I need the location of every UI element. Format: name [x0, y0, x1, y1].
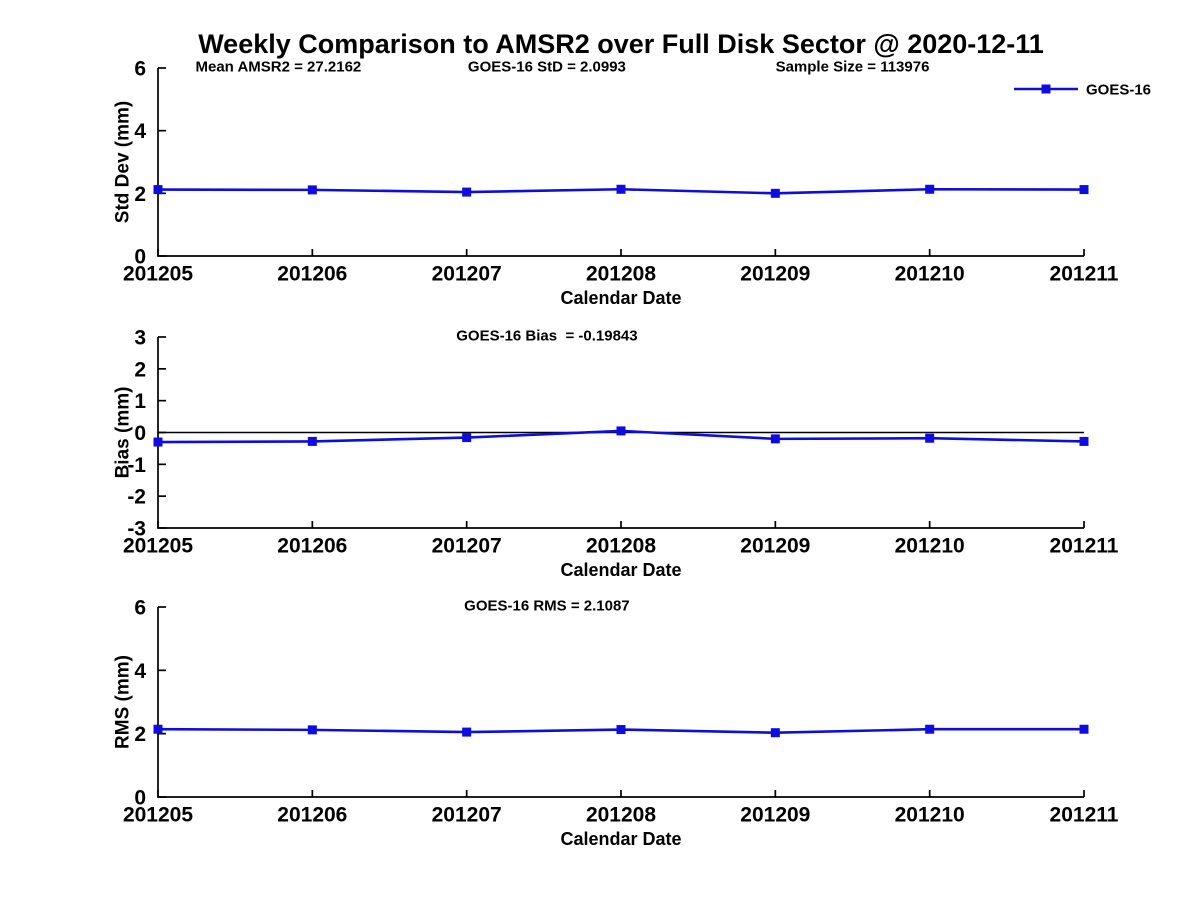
- y-tick-label: 2: [134, 183, 146, 206]
- x-tick-label: 201209: [740, 263, 810, 286]
- series-marker: [770, 728, 780, 738]
- series-marker: [307, 185, 317, 195]
- series-marker: [925, 184, 935, 194]
- series-marker: [770, 188, 780, 198]
- x-tick-label: 201210: [895, 535, 965, 558]
- series-marker: [925, 433, 935, 443]
- series-marker: [153, 437, 163, 447]
- series-marker: [1079, 185, 1089, 195]
- series-marker: [1079, 724, 1089, 734]
- x-tick-label: 201211: [1050, 535, 1119, 558]
- y-tick-label: 0: [134, 422, 146, 445]
- series-marker: [462, 727, 472, 737]
- axis-spines: [157, 68, 1084, 257]
- subplot-bias-mm: -3 -2 -1 0 1 2 3 201205 201206 201207 201208 201209…: [113, 327, 1119, 581]
- x-tick-label: 201206: [277, 804, 347, 827]
- x-tick-label: 201207: [432, 804, 502, 827]
- y-tick-label: 4: [134, 660, 146, 683]
- x-tick-label: 201205: [123, 804, 193, 827]
- subplot-std-dev-mm: 0 2 4 6 201205 201206 201207 201208 201209 201210…: [113, 58, 1151, 309]
- annotation-text: Mean AMSR2 = 27.2162: [195, 58, 361, 75]
- series-marker: [462, 433, 472, 443]
- series-marker: [307, 436, 317, 446]
- subplot-rms-mm: 0 2 4 6 201205 201206 201207 201208 201209 201210…: [113, 597, 1119, 850]
- y-tick-label: 6: [134, 597, 146, 620]
- x-tick-label: 201206: [277, 535, 347, 558]
- series-marker: [153, 724, 163, 734]
- x-tick-label: 201211: [1050, 804, 1119, 827]
- x-tick-label: 201207: [432, 263, 502, 286]
- series-marker: [462, 187, 472, 197]
- series-marker: [925, 724, 935, 734]
- y-tick-label: 6: [134, 58, 146, 81]
- x-axis-label: Calendar Date: [560, 288, 681, 308]
- annotation-text: GOES-16 RMS = 2.1087: [464, 597, 630, 614]
- annotation-text: Sample Size = 113976: [776, 58, 930, 75]
- x-tick-label: 201205: [123, 263, 193, 286]
- x-tick-label: 201208: [586, 263, 656, 286]
- x-tick-label: 201209: [740, 804, 810, 827]
- x-tick-label: 201208: [586, 804, 656, 827]
- y-tick-label: 1: [134, 390, 146, 413]
- annotation-text: GOES-16 Bias = -0.19843: [456, 327, 637, 344]
- y-tick-label: -2: [127, 486, 146, 509]
- y-tick-label: 3: [134, 327, 146, 350]
- series-marker: [307, 725, 317, 735]
- x-tick-label: 201206: [277, 263, 347, 286]
- legend-label: GOES-16: [1086, 81, 1151, 98]
- x-axis-label: Calendar Date: [560, 560, 681, 580]
- x-axis-label: Calendar Date: [560, 829, 681, 849]
- y-axis-label: Std Dev (mm): [113, 101, 134, 223]
- y-tick-label: -3: [127, 518, 146, 541]
- series-marker: [1079, 436, 1089, 446]
- annotation-text: GOES-16 StD = 2.0993: [468, 58, 626, 75]
- y-axis-label: RMS (mm): [113, 655, 134, 749]
- legend: GOES-16: [1014, 81, 1151, 98]
- axis-spines: [157, 607, 1084, 798]
- y-tick-label: 2: [134, 358, 146, 381]
- series-marker: [616, 725, 626, 735]
- figure-title: Weekly Comparison to AMSR2 over Full Dis…: [198, 29, 1044, 59]
- x-tick-label: 201210: [895, 804, 965, 827]
- legend-marker: [1041, 84, 1051, 94]
- x-tick-label: 201211: [1050, 263, 1119, 286]
- y-axis-label: Bias (mm): [113, 387, 134, 479]
- x-tick-label: 201207: [432, 535, 502, 558]
- series-marker: [616, 184, 626, 194]
- y-tick-label: 2: [134, 723, 146, 746]
- series-marker: [616, 426, 626, 436]
- y-tick-label: -1: [127, 454, 146, 477]
- x-tick-label: 201205: [123, 535, 193, 558]
- x-tick-label: 201208: [586, 535, 656, 558]
- series-marker: [770, 434, 780, 444]
- x-tick-label: 201209: [740, 535, 810, 558]
- y-tick-label: 4: [134, 120, 146, 143]
- x-tick-label: 201210: [895, 263, 965, 286]
- y-tick-label: 0: [134, 787, 146, 810]
- y-tick-label: 0: [134, 246, 146, 269]
- series-marker: [153, 185, 163, 195]
